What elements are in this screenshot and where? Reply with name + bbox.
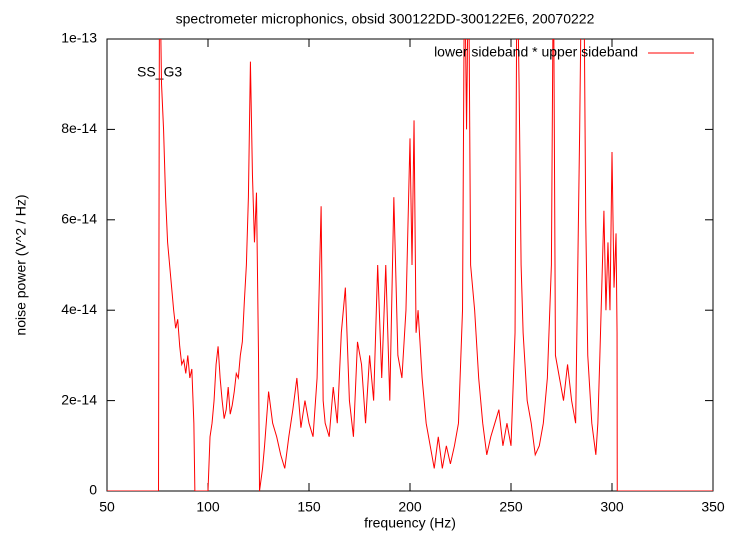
y-tick-label: 0 xyxy=(89,482,97,498)
plot-border xyxy=(106,38,714,492)
y-tick-label: 2e-14 xyxy=(61,391,97,407)
x-tick-label: 50 xyxy=(99,499,115,515)
x-tick-label: 300 xyxy=(600,499,624,515)
y-tick-label: 6e-14 xyxy=(61,211,97,227)
y-tick-label: 4e-14 xyxy=(61,301,97,317)
x-tick-label: 200 xyxy=(398,499,422,515)
x-tick-label: 100 xyxy=(196,499,220,515)
y-axis-label: noise power (V^2 / Hz) xyxy=(13,194,29,335)
y-tick-label: 1e-13 xyxy=(61,30,97,46)
chart-title: spectrometer microphonics, obsid 300122D… xyxy=(176,11,595,27)
y-tick-label: 8e-14 xyxy=(61,120,97,136)
x-tick-label: 150 xyxy=(297,499,321,515)
x-tick-label: 250 xyxy=(499,499,523,515)
x-tick-label: 350 xyxy=(701,499,725,515)
series-line xyxy=(107,39,713,491)
legend-label: lower sideband * upper sideband xyxy=(434,44,638,60)
x-axis-label: frequency (Hz) xyxy=(364,515,456,531)
